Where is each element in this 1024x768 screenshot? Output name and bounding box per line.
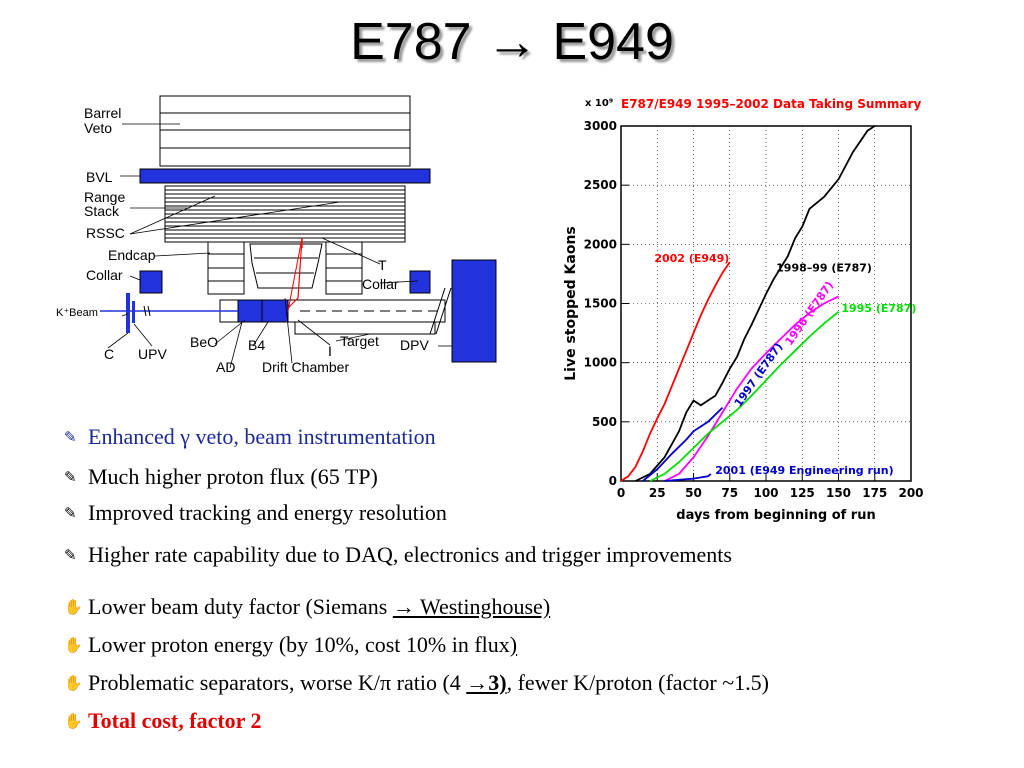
x-tick-label: 150: [826, 486, 851, 500]
series-line: [642, 406, 724, 482]
label-endcap: Endcap: [108, 247, 156, 263]
series-line: [649, 311, 840, 482]
red-track: [287, 237, 303, 309]
collar-left-block: [139, 270, 163, 294]
range-stack: [164, 185, 406, 243]
label-c: C: [104, 346, 114, 362]
bullet-text: Total cost, factor 2: [88, 708, 262, 733]
hand-write-icon: ✎: [64, 428, 77, 446]
hand-down-icon: ✋: [64, 598, 83, 616]
bullet-text-part: → Westinghouse): [392, 594, 551, 619]
hand-write-icon: ✎: [64, 468, 77, 486]
y-tick-label: 2000: [584, 237, 617, 251]
label-i: I: [328, 343, 332, 359]
series-label: 1995 (E787): [841, 302, 916, 315]
bullet-item: ✎ Higher rate capability due to DAQ, elec…: [64, 542, 732, 568]
label-t: T: [378, 257, 387, 273]
series-line: [620, 261, 731, 482]
y-tick-label: 0: [609, 474, 617, 488]
barrel-veto-box: [159, 95, 411, 167]
label-collar-right: Collar: [362, 276, 399, 292]
slide-title: E787 → E949: [350, 13, 674, 71]
bullet-text-part: Lower proton energy (by 10%, cost 10% in…: [88, 632, 510, 657]
bullet-item: ✋ Problematic separators, worse K/π ratio…: [64, 670, 769, 696]
series-line: [664, 295, 839, 482]
label-target: Target: [340, 333, 379, 349]
x-tick-label: 0: [617, 486, 625, 500]
chart-title: E787/E949 1995–2002 Data Taking Summary: [621, 97, 921, 111]
label-upv: UPV: [138, 346, 167, 362]
x-tick-label: 175: [862, 486, 887, 500]
y-tick-label: 1000: [584, 356, 617, 370]
y-tick-label: 1500: [584, 297, 617, 311]
label-rsso: RSSC: [86, 225, 125, 241]
series-label: 2002 (E949): [654, 252, 729, 265]
bullet-text: Improved tracking and energy resolution: [88, 500, 447, 525]
endcap: [207, 241, 363, 295]
series-line: [635, 125, 876, 482]
hand-down-icon: ✋: [64, 674, 83, 692]
detector-diagram: Barrel Veto BVL Range Stack RSSC Endcap Co…: [56, 95, 497, 375]
series-label: 1998–99 (E787): [776, 262, 872, 275]
chart-multiplier: x 10⁹: [585, 98, 613, 109]
hand-down-icon: ✋: [64, 636, 83, 654]
hand-write-icon: ✎: [64, 504, 77, 522]
label-range-stack: Range Stack: [84, 189, 125, 219]
bullet-item: ✎ Enhanced γ veto, beam instrumentation: [64, 424, 436, 450]
target-area: [219, 287, 452, 335]
bullet-text-part: , fewer K/proton (factor ~1.5): [506, 670, 769, 695]
x-tick-label: 75: [721, 486, 738, 500]
y-axis-label: Live stopped Kaons: [563, 226, 579, 381]
bullet-text-part: Lower beam duty factor (Siemans: [88, 594, 393, 619]
bullet-item: ✎ Much higher proton flux (65 TP): [64, 464, 378, 490]
c-counter: [126, 293, 130, 333]
y-tick-label: 3000: [584, 119, 617, 133]
label-dpv: DPV: [400, 337, 429, 353]
x-axis-label: days from beginning of run: [676, 508, 875, 523]
y-tick-label: 2500: [584, 178, 617, 192]
label-beo: BeO: [190, 334, 218, 350]
bullet-item: ✋ Total cost, factor 2: [64, 708, 262, 734]
label-ad: AD: [216, 359, 235, 375]
hand-write-icon: ✎: [64, 546, 77, 564]
x-tick-label: 125: [790, 486, 815, 500]
label-bvl: BVL: [86, 169, 113, 185]
data-taking-chart: 0 25 50 75 100 125 150 175 200050010001500200025…: [563, 97, 924, 523]
hand-down-icon: ✋: [64, 712, 83, 730]
bullet-text: Enhanced γ veto, beam instrumentation: [88, 424, 436, 449]
upv-counter: [132, 301, 135, 323]
x-tick-label: 50: [685, 486, 702, 500]
bullet-item: ✋ Lower beam duty factor (Siemans → Westi…: [64, 594, 550, 620]
label-barrel-veto: Barrel Veto: [84, 105, 121, 136]
series-line: [664, 473, 712, 482]
bullet-item: ✎ Improved tracking and energy resolution: [64, 500, 447, 526]
bvl-bar: [139, 168, 431, 184]
x-tick-label: 200: [898, 486, 923, 500]
bullet-text: Higher rate capability due to DAQ, elect…: [88, 542, 732, 567]
bullet-text-part: →3): [466, 670, 507, 695]
series-label: 2001 (E949 Engineering run): [715, 464, 893, 477]
x-tick-label: 25: [649, 486, 666, 500]
label-b4: B4: [248, 337, 265, 353]
x-tick-label: 100: [753, 486, 778, 500]
collar-right-block: [409, 270, 431, 294]
y-tick-label: 500: [592, 415, 617, 429]
dpv-block: [451, 259, 497, 363]
bullet-text-part: ): [509, 632, 518, 657]
bullet-text-part: Problematic separators, worse K/π ratio …: [88, 670, 467, 695]
label-kbeam: K⁺Beam: [56, 307, 98, 319]
bullet-text: Much higher proton flux (65 TP): [88, 464, 378, 489]
bullet-item: ✋ Lower proton energy (by 10%, cost 10% i…: [64, 632, 517, 658]
label-collar-left: Collar: [86, 267, 123, 283]
label-drift-chamber: Drift Chamber: [262, 359, 349, 375]
